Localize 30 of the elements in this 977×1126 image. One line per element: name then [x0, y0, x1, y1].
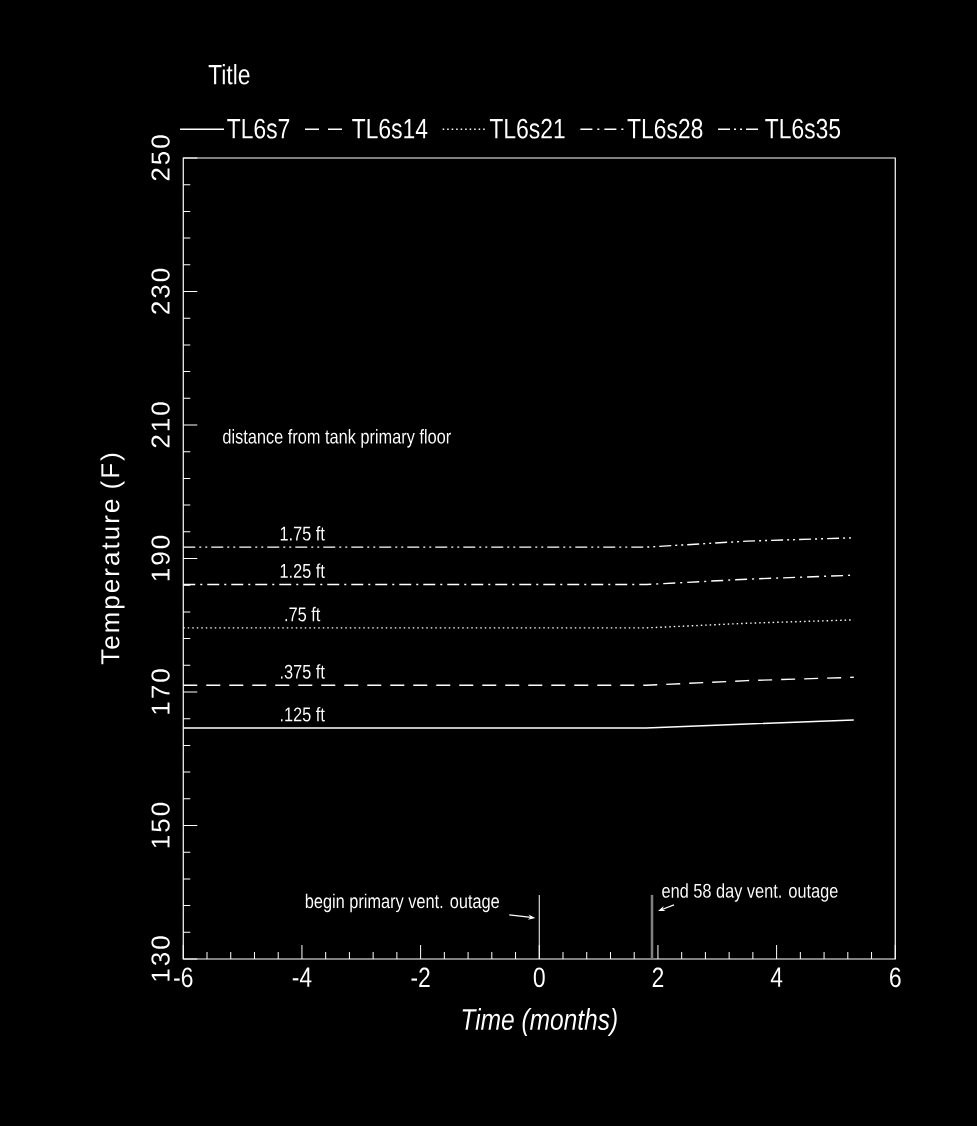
legend-label: TL6s21 [489, 118, 565, 139]
legend-label: TL6s14 [352, 118, 428, 139]
y-tick-label: 250 [151, 135, 170, 181]
y-tick-label: 130 [151, 936, 170, 981]
annotation: 1.25 ft [280, 563, 325, 578]
ref-line-label: end 58 day vent. outage [662, 883, 838, 902]
x-tick-label: 0 [533, 967, 545, 988]
annotation: distance from tank primary floor [222, 429, 451, 448]
x-axis-title: Time (months) [462, 1008, 617, 1036]
y-axis-title: Temperature (F) [100, 453, 125, 665]
chart-title: Title [208, 64, 250, 85]
y-tick-label: 230 [151, 268, 170, 314]
annotation: .375 ft [280, 664, 325, 679]
x-tick-label: -6 [173, 967, 193, 988]
annotation: .75 ft [285, 606, 321, 622]
legend-label: TL6s35 [765, 118, 840, 139]
y-tick-label: 150 [151, 802, 170, 848]
legend-label: TL6s7 [227, 118, 290, 139]
legend-label: TL6s28 [627, 118, 703, 139]
x-tick-label: 4 [770, 967, 783, 987]
ref-line-label: begin primary vent. outage [305, 893, 499, 913]
y-tick-label: 170 [151, 669, 170, 714]
x-tick-label: 6 [889, 967, 901, 988]
y-tick-label: 210 [151, 402, 170, 448]
y-tick-label: 190 [151, 535, 170, 581]
x-tick-label: -2 [411, 967, 430, 987]
x-tick-label: -4 [292, 967, 312, 987]
x-tick-label: 2 [652, 967, 664, 987]
annotation: 1.75 ft [280, 526, 325, 541]
annotation: .125 ft [280, 706, 325, 722]
